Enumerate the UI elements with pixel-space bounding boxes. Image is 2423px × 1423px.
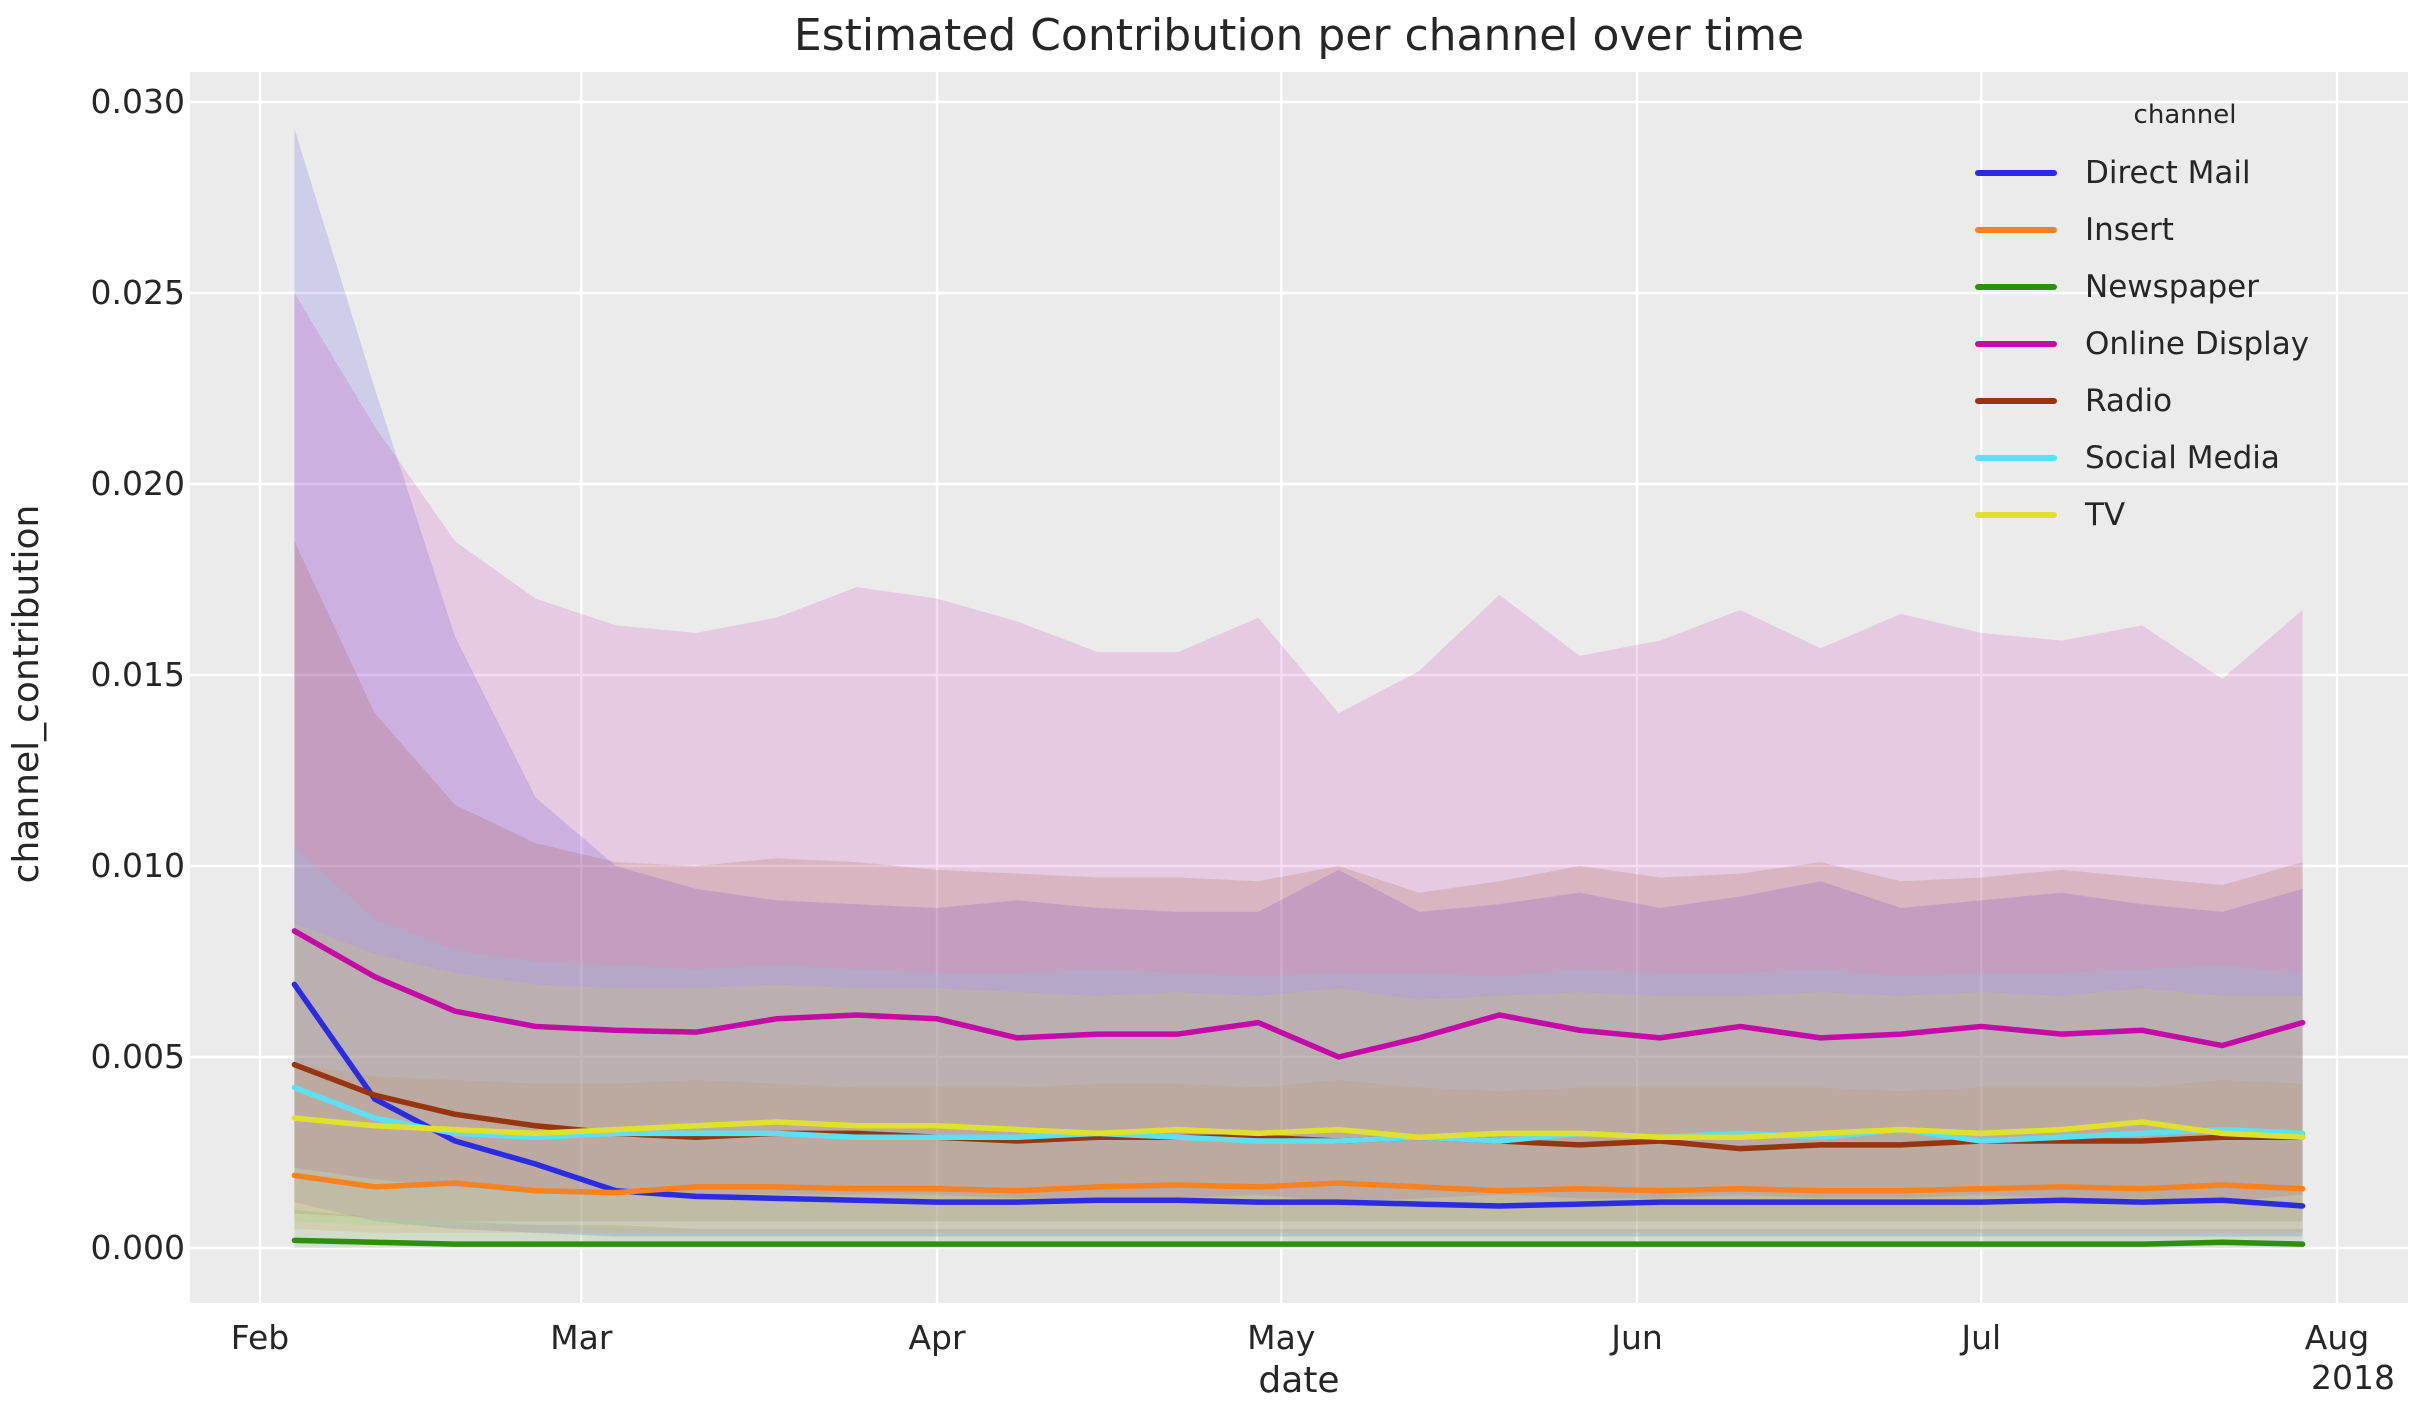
x-tick-label: Apr: [908, 1318, 966, 1357]
line-insert: [291, 1172, 2306, 1196]
y-tick-label: 0.030: [90, 82, 185, 121]
legend-swatch-insert: [1975, 226, 2057, 233]
line-online-display: [291, 928, 2306, 1060]
ci-band-social-media: [294, 846, 2303, 1226]
x-tick-label: Jul: [1961, 1318, 2002, 1357]
y-tick-label: 0.015: [90, 655, 185, 694]
legend-item-radio: Radio: [1975, 372, 2395, 429]
x-tick-label: Mar: [550, 1318, 613, 1357]
legend-title: channel: [2133, 100, 2237, 130]
legend-swatch-tv: [1975, 511, 2057, 518]
legend-item-newspaper: Newspaper: [1975, 258, 2395, 315]
x-tick-label: May: [1247, 1318, 1316, 1357]
y-tick-label: 0.005: [90, 1037, 185, 1076]
ci-band-online-display: [294, 293, 2303, 1203]
x-tick-label: Feb: [230, 1318, 290, 1357]
legend-item-social-media: Social Media: [1975, 429, 2395, 486]
legend-item-label: Radio: [2085, 382, 2173, 419]
legend-item-tv: TV: [1975, 486, 2395, 543]
y-tick-label: 0.010: [90, 846, 185, 885]
legend-item-insert: Insert: [1975, 201, 2395, 258]
legend-swatch-direct-mail: [1975, 169, 2057, 176]
ci-band-direct-mail: [294, 128, 2303, 1237]
y-tick-label: 0.020: [90, 464, 185, 503]
legend-swatch-online-display: [1975, 340, 2057, 347]
x-tick-label: Aug: [2304, 1318, 2370, 1357]
legend-item-label: Newspaper: [2085, 268, 2259, 305]
legend-swatch-newspaper: [1975, 283, 2057, 290]
legend-item-label: Insert: [2085, 211, 2174, 248]
line-social-media: [291, 1084, 2306, 1144]
chart-title: Estimated Contribution per channel over …: [793, 10, 1805, 61]
line-newspaper: [291, 1237, 2306, 1247]
ci-band-radio: [294, 541, 2303, 1222]
legend-swatch-radio: [1975, 397, 2057, 404]
ci-band-tv: [294, 923, 2303, 1229]
x-tick-label: Jun: [1611, 1318, 1663, 1357]
x-axis-year-label: 2018: [2311, 1358, 2395, 1397]
y-tick-label: 0.025: [90, 273, 185, 312]
ci-band-newspaper: [294, 1209, 2303, 1248]
legend-item-label: Online Display: [2085, 325, 2310, 362]
legend-item-label: Social Media: [2085, 439, 2280, 476]
line-tv: [291, 1115, 2306, 1140]
legend: channel Direct Mail Insert Newspaper Online…: [1975, 100, 2395, 543]
legend-item-label: TV: [2085, 496, 2126, 533]
legend-item-online-display: Online Display: [1975, 315, 2395, 372]
y-tick-label: 0.000: [90, 1228, 185, 1267]
plot-background: [190, 72, 2408, 1303]
legend-item-label: Direct Mail: [2085, 154, 2251, 191]
legend-items: Direct Mail Insert Newspaper Online Display…: [1975, 144, 2395, 543]
legend-item-direct-mail: Direct Mail: [1975, 144, 2395, 201]
legend-swatch-social-media: [1975, 454, 2057, 461]
x-axis-label: date: [1258, 1360, 1340, 1401]
